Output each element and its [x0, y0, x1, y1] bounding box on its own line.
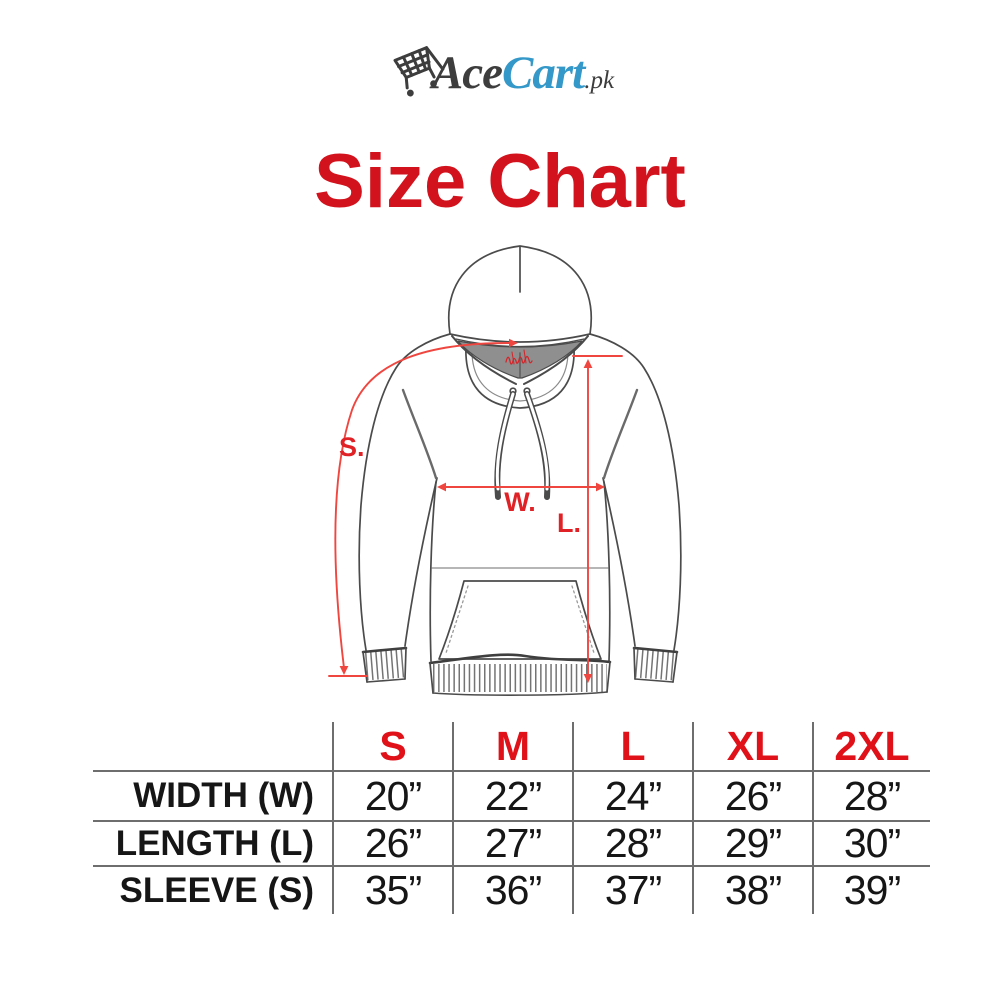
row-label-sleeve: SLEEVE (S): [119, 870, 314, 910]
table-cell-width-s: 20”: [332, 772, 452, 822]
row-label-width: WIDTH (W): [93, 772, 332, 822]
sleeve-label: S.: [339, 432, 365, 462]
hoodie-sleeves: [358, 333, 682, 651]
page-title: Size Chart: [314, 139, 686, 224]
table-cell-length-s: 26”: [332, 820, 452, 867]
column-header-l: L: [572, 722, 692, 772]
table-cell-width-2xl: 28”: [812, 772, 930, 822]
width-label: W.: [504, 487, 536, 517]
length-label: L.: [557, 508, 581, 538]
length-measurement-line: [572, 355, 623, 683]
ribbed-cuff-right: [632, 646, 679, 683]
shopping-cart-icon: [393, 46, 445, 97]
column-header-m: M: [452, 722, 572, 772]
table-corner-cell: [93, 722, 332, 772]
hoodie-body: [429, 481, 611, 662]
table-cell-length-2xl: 30”: [812, 820, 930, 867]
ribbed-cuff-left: [361, 646, 408, 683]
table-cell-sleeve-s: 35”: [332, 867, 452, 914]
hoodie-diagram: S. W. L.: [328, 245, 682, 696]
table-cell-sleeve-m: 36”: [452, 867, 572, 914]
table-cell-sleeve-l: 37”: [572, 867, 692, 914]
brand-domain: .pk: [584, 67, 615, 94]
table-cell-sleeve-2xl: 39”: [812, 867, 930, 914]
hood: [448, 245, 592, 348]
table-cell-width-xl: 26”: [692, 772, 812, 822]
drawstrings: [494, 387, 551, 500]
hood-lining: [451, 335, 589, 385]
size-table: S M L XL 2XL WIDTH (W) 20” 22” 24” 26” 2…: [93, 722, 930, 914]
row-label-length: LENGTH (L): [93, 822, 332, 867]
table-cell-length-xl: 29”: [692, 820, 812, 867]
brand-name-prefix: Ace: [431, 47, 503, 99]
width-measurement-line: [437, 482, 605, 492]
brand-logo: AceCart.pk: [0, 40, 1000, 102]
column-header-xl: XL: [692, 722, 812, 772]
column-header-s: S: [332, 722, 452, 772]
ribbed-hem: [428, 653, 612, 696]
table-cell-length-m: 27”: [452, 820, 572, 867]
table-cell-width-l: 24”: [572, 772, 692, 822]
column-header-2xl: 2XL: [812, 722, 930, 772]
table-cell-sleeve-xl: 38”: [692, 867, 812, 914]
brand-name-suffix: Cart: [502, 47, 585, 99]
neck-brand-label-icon: [505, 349, 533, 365]
measurement-annotations: S. W. L.: [328, 338, 623, 683]
sleeve-measurement-line: [328, 338, 518, 677]
kangaroo-pocket: [438, 580, 602, 660]
table-cell-length-l: 28”: [572, 820, 692, 867]
table-cell-width-m: 22”: [452, 772, 572, 822]
